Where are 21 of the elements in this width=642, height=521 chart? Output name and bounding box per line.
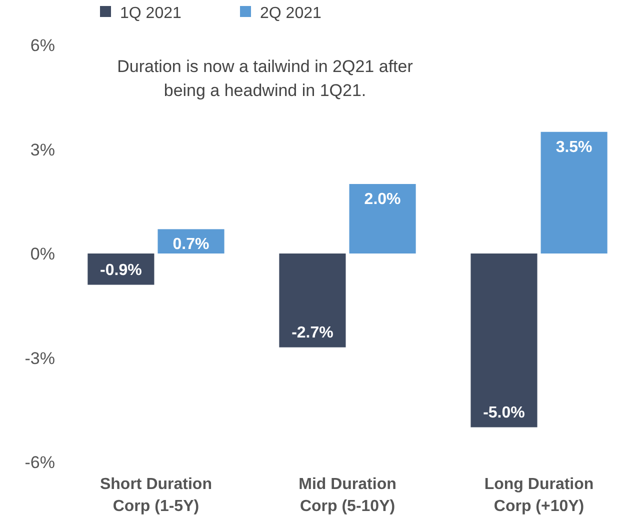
bar: [470, 254, 538, 428]
data-label: 3.5%: [556, 138, 592, 156]
legend-label: 1Q 2021: [120, 5, 182, 22]
y-tick-label: -3%: [24, 348, 55, 368]
data-label: -2.7%: [292, 324, 334, 342]
bar: [349, 184, 416, 254]
x-tick-label: Short Duration Corp (1-5Y): [100, 476, 212, 515]
data-label: -5.0%: [483, 404, 525, 422]
data-label: -0.9%: [100, 262, 142, 279]
bar: [279, 254, 346, 348]
y-tick-label: 6%: [30, 36, 55, 55]
data-label: 2.0%: [364, 191, 401, 208]
y-tick-label: -6%: [24, 453, 55, 472]
legend-label: 2Q 2021: [260, 5, 322, 22]
x-tick-label: Mid Duration Corp (5-10Y): [298, 476, 396, 515]
annotation: Duration is now a tailwind in 2Q21 after being a headwind in 1Q21.: [117, 57, 414, 100]
data-label: 0.7%: [172, 236, 210, 254]
bar: [540, 132, 608, 254]
y-tick-label: 3%: [30, 140, 55, 160]
x-tick-label: Long Duration Corp (+10Y): [484, 476, 594, 515]
y-tick-label: 0%: [30, 244, 55, 264]
